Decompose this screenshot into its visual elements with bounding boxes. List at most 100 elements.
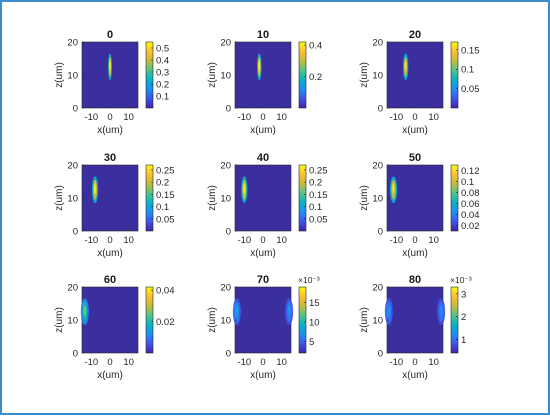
colorbar-tick-label: 2 [461,312,466,323]
colorbar [450,286,459,354]
x-tick-label: 0 [107,235,112,246]
plot-area [234,286,292,354]
colorbar [298,164,307,232]
x-tick-label: 10 [123,357,134,368]
subplot-title: 40 [257,152,269,164]
beam-peak-core [287,305,291,317]
y-tick-label: 20 [220,283,231,294]
colorbar-tick-label: 0.2 [309,178,322,189]
y-tick-label: 10 [372,71,383,82]
x-tick-label: 0 [107,357,112,368]
x-axis-label: x(um) [402,370,428,381]
y-tick-label: 0 [73,104,78,115]
colorbar-tick-label: 3 [461,289,466,300]
y-tick-label: 10 [220,71,231,82]
beam-peak-core [109,60,111,72]
x-tick-label: 10 [276,112,287,123]
y-axis-label: z(um) [359,307,370,333]
y-tick-label: 10 [372,194,383,205]
y-tick-label: 20 [67,161,78,172]
x-tick-label: 10 [428,357,439,368]
x-tick-label: 0 [260,112,265,123]
colorbar-tick-label: 0.2 [156,178,169,189]
x-tick-label: -10 [237,235,251,246]
y-tick-label: 10 [67,194,78,205]
x-axis-label: x(um) [97,125,123,136]
colorbar-tick-label: 0.12 [461,166,480,177]
colorbar-tick-label: 0.1 [156,202,169,213]
colorbar-tick-label: 0.04 [156,286,175,297]
x-tick-label: -10 [389,357,403,368]
y-tick-label: 20 [372,283,383,294]
y-axis-label: z(um) [359,185,370,211]
y-tick-label: 20 [372,38,383,49]
colorbar-tick-label: 0.1 [309,202,322,213]
x-tick-label: 0 [412,235,417,246]
colorbar-tick-label: 0.5 [156,44,169,55]
colorbar-tick-label: 15 [309,298,320,309]
beam-peak-core [387,305,391,317]
y-tick-label: 0 [378,227,383,238]
colorbar [450,41,459,109]
plot-area [81,286,139,354]
beam-peak-core [235,305,239,317]
colorbar-tick-label: 0.15 [461,45,480,56]
x-axis-label: x(um) [250,370,276,381]
x-tick-label: -10 [84,235,98,246]
y-tick-label: 0 [226,227,231,238]
y-tick-label: 10 [220,194,231,205]
colorbar-tick-label: 0.15 [309,190,328,201]
colorbar-tick-label: 0.1 [156,92,169,103]
colorbar-tick-label: 0.3 [156,68,169,79]
plot-area [81,164,139,232]
colorbar-exponent: ×10⁻³ [450,275,472,285]
y-axis-label: z(um) [207,307,218,333]
colorbar-tick-label: 10 [309,317,320,328]
beam-peak-core [83,305,87,317]
subplot-title: 70 [257,274,269,286]
colorbar-tick-label: 0.2 [309,72,322,83]
y-tick-label: 0 [226,104,231,115]
x-tick-label: 10 [123,112,134,123]
x-tick-label: 0 [107,112,112,123]
colorbar [298,286,307,354]
x-tick-label: 10 [276,235,287,246]
subplot-title: 80 [409,274,421,286]
x-tick-label: 0 [260,357,265,368]
colorbar-tick-label: 0.04 [461,210,480,221]
colorbar-tick-label: 0.06 [461,199,480,210]
colorbar-tick-label: 0.25 [309,165,328,176]
y-tick-label: 10 [67,71,78,82]
y-axis-label: z(um) [359,62,370,88]
colorbar-tick-label: 0.25 [156,165,175,176]
x-tick-label: -10 [84,112,98,123]
beam-peak-core [258,60,261,72]
y-tick-label: 20 [67,38,78,49]
x-axis-label: x(um) [250,125,276,136]
x-tick-label: -10 [237,112,251,123]
colorbar-tick-label: 0.05 [461,84,480,95]
colorbar-tick-label: 0.02 [461,221,480,232]
y-axis-label: z(um) [54,62,65,88]
x-tick-label: -10 [237,357,251,368]
colorbar-tick-label: 0.05 [156,214,175,225]
colorbar-tick-label: 0.05 [309,214,328,225]
y-tick-label: 10 [220,316,231,327]
subplot-title: 50 [409,152,421,164]
colorbar-tick-label: 0.1 [461,65,474,76]
x-tick-label: 10 [123,235,134,246]
colorbar [298,41,307,109]
colorbar [450,164,459,232]
colorbar-tick-label: 0.1 [461,177,474,188]
y-tick-label: 10 [372,316,383,327]
plot-area [386,41,444,109]
x-axis-label: x(um) [402,248,428,259]
y-tick-label: 0 [226,349,231,360]
colorbar-tick-label: 1 [461,335,466,346]
